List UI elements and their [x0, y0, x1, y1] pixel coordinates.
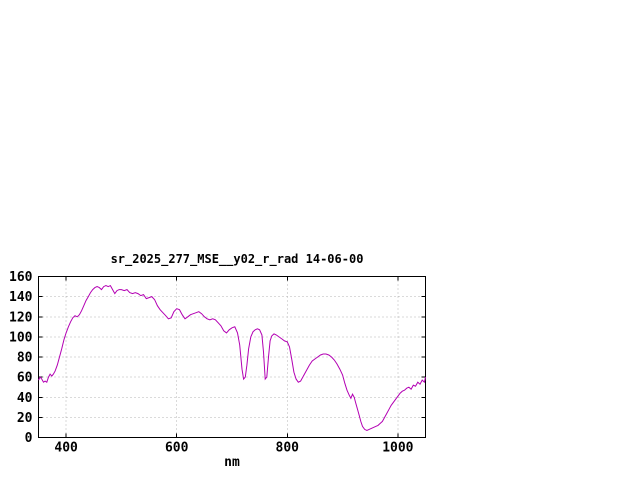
- y-tick-label: 160: [9, 270, 33, 285]
- y-tick-label: 60: [17, 371, 33, 386]
- y-tick-label: 20: [17, 411, 33, 426]
- x-tick-label: 600: [165, 441, 189, 456]
- x-tick-label: 400: [54, 441, 78, 456]
- tick-marks: [38, 276, 426, 438]
- data-line: [38, 284, 426, 432]
- x-tick-label: 800: [276, 441, 300, 456]
- x-axis-label: nm: [224, 455, 240, 470]
- y-tick-label: 120: [9, 310, 33, 325]
- y-tick-label: 80: [17, 351, 33, 366]
- y-tick-label: 100: [9, 330, 33, 345]
- y-tick-label: 140: [9, 290, 33, 305]
- x-tick-label: 1000: [382, 441, 413, 456]
- plot-area: 400 600 800 1000 0 20 40 60 80 100 120 140 160: [9, 270, 426, 456]
- y-tick-label: 0: [25, 431, 33, 446]
- grid-lines: [38, 276, 426, 438]
- chart-title: sr_2025_277_MSE__y02_r_rad 14-06-00: [111, 252, 364, 267]
- y-tick-label: 40: [17, 391, 33, 406]
